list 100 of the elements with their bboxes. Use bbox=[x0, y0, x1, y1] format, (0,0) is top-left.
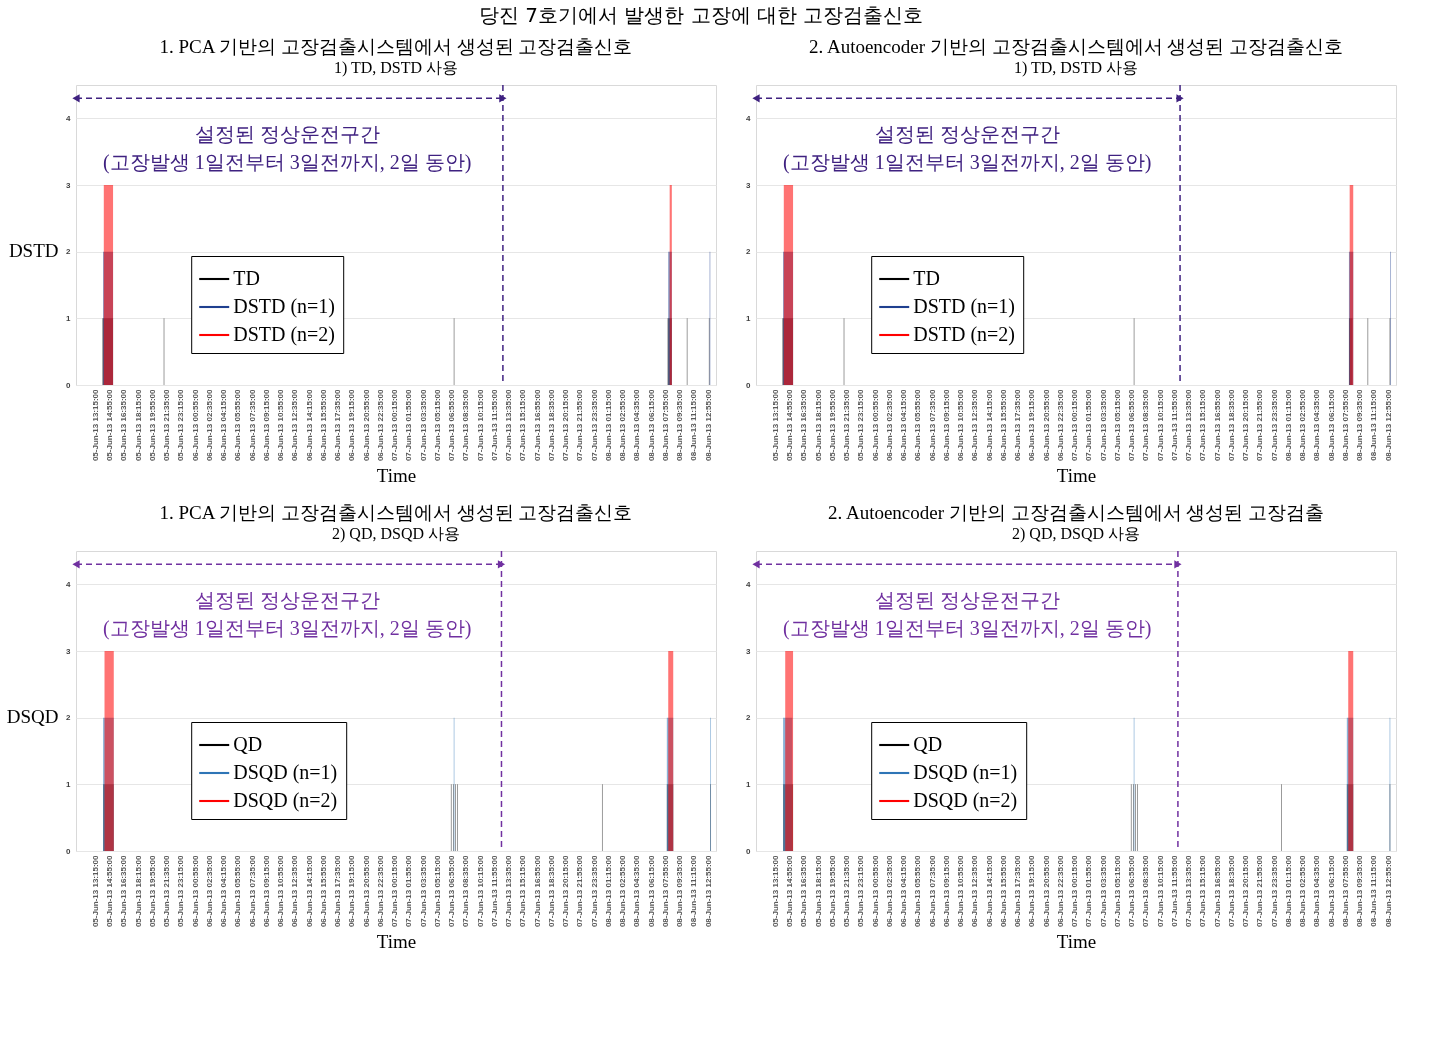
legend-label: DSTD (n=2) bbox=[233, 323, 336, 346]
chart-subtitle: 2) QD, DSQD 사용 bbox=[1012, 525, 1140, 544]
x-tick-label: 06-Jun-13 17:35:00 bbox=[1013, 388, 1023, 462]
y-tick-label: 1 bbox=[66, 779, 72, 789]
x-tick-label: 05-Jun-13 18:15:00 bbox=[133, 854, 143, 928]
x-tick-label: 07-Jun-13 18:35:00 bbox=[546, 388, 556, 462]
x-tick-label: 06-Jun-13 00:55:00 bbox=[190, 854, 200, 928]
annotation: 설정된 정상운전구간 (고장발생 1일전부터 3일전까지, 2일 동안) bbox=[783, 123, 1152, 174]
x-tick-label: 05-Jun-13 21:35:00 bbox=[162, 854, 172, 928]
x-tick-label: 07-Jun-13 10:15:00 bbox=[475, 854, 485, 928]
x-tick-label: 08-Jun-13 02:55:00 bbox=[1298, 388, 1308, 462]
x-tick-label: 07-Jun-13 15:15:00 bbox=[1198, 388, 1208, 462]
x-tick-label: 07-Jun-13 06:55:00 bbox=[1127, 388, 1137, 462]
x-tick-label: 07-Jun-13 15:15:00 bbox=[1198, 854, 1208, 928]
y-tick-label: 0 bbox=[66, 380, 72, 390]
x-tick-label: 05-Jun-13 14:55:00 bbox=[785, 388, 794, 462]
x-tick-label: 06-Jun-13 12:35:00 bbox=[970, 388, 980, 462]
x-tick-label: 08-Jun-13 09:35:00 bbox=[675, 854, 685, 928]
x-tick-label: 07-Jun-13 21:55:00 bbox=[575, 388, 585, 462]
x-tick-label: 05-Jun-13 19:55:00 bbox=[827, 854, 837, 928]
x-tick-label: 05-Jun-13 23:15:00 bbox=[176, 388, 186, 462]
x-tick-label: 08-Jun-13 02:55:00 bbox=[1298, 854, 1308, 928]
x-tick-label: 06-Jun-13 04:15:00 bbox=[899, 388, 909, 462]
x-tick-label: 07-Jun-13 00:15:00 bbox=[1070, 854, 1080, 928]
x-tick-label: 07-Jun-13 11:55:00 bbox=[1169, 854, 1179, 927]
x-tick-label: 08-Jun-13 01:15:00 bbox=[1283, 854, 1293, 928]
x-tick-label: 08-Jun-13 04:35:00 bbox=[1312, 854, 1322, 928]
x-tick-label: 06-Jun-13 20:55:00 bbox=[361, 854, 371, 928]
x-tick-label: 07-Jun-13 21:55:00 bbox=[1255, 854, 1265, 928]
x-tick-label: 05-Jun-13 13:15:00 bbox=[90, 854, 100, 928]
x-tick-label: 05-Jun-13 14:55:00 bbox=[105, 854, 114, 928]
y-tick-label: 2 bbox=[746, 713, 752, 723]
x-tick-label: 08-Jun-13 07:55:00 bbox=[1340, 388, 1350, 462]
x-tick-label: 05-Jun-13 14:55:00 bbox=[785, 854, 794, 928]
x-tick-label: 08-Jun-13 06:15:00 bbox=[1326, 854, 1336, 928]
x-tick-label: 07-Jun-13 10:15:00 bbox=[1155, 854, 1165, 928]
x-tick-label: 07-Jun-13 20:15:00 bbox=[561, 854, 571, 928]
chart-title: 2. Autoencoder 기반의 고장검출시스템에서 생성된 고장검출 bbox=[827, 502, 1325, 524]
x-axis-title: Time bbox=[376, 465, 417, 487]
x-tick-label: 07-Jun-13 11:55:00 bbox=[1169, 388, 1179, 461]
y-axis-title: DSQD bbox=[6, 705, 59, 727]
x-tick-label: 06-Jun-13 17:35:00 bbox=[1013, 854, 1023, 928]
x-tick-label: 07-Jun-13 11:55:00 bbox=[489, 854, 499, 927]
x-tick-label: 07-Jun-13 00:15:00 bbox=[390, 388, 400, 462]
x-tick-label: 07-Jun-13 00:15:00 bbox=[1070, 388, 1080, 462]
x-tick-label: 07-Jun-13 05:15:00 bbox=[1112, 854, 1122, 928]
x-tick-label: 08-Jun-13 09:35:00 bbox=[1355, 388, 1365, 462]
x-tick-label: 06-Jun-13 22:35:00 bbox=[375, 854, 385, 928]
x-tick-label: 08-Jun-13 12:55:00 bbox=[1383, 388, 1393, 462]
x-tick-label: 06-Jun-13 09:15:00 bbox=[261, 854, 271, 928]
y-tick-label: 3 bbox=[746, 646, 752, 656]
x-tick-label: 07-Jun-13 03:35:00 bbox=[418, 854, 428, 928]
x-tick-label: 07-Jun-13 13:35:00 bbox=[1184, 388, 1194, 462]
x-tick-label: 05-Jun-13 21:35:00 bbox=[842, 854, 852, 928]
x-tick-label: 08-Jun-13 07:55:00 bbox=[660, 854, 670, 928]
legend-label: DSTD (n=1) bbox=[913, 295, 1016, 318]
x-tick-label: 07-Jun-13 05:15:00 bbox=[432, 388, 442, 462]
x-tick-label: 07-Jun-13 06:55:00 bbox=[447, 388, 457, 462]
x-tick-label: 05-Jun-13 18:15:00 bbox=[813, 854, 823, 928]
x-tick-label: 06-Jun-13 07:35:00 bbox=[247, 854, 257, 928]
x-tick-label: 06-Jun-13 07:35:00 bbox=[247, 388, 257, 462]
y-tick-label: 4 bbox=[66, 579, 72, 589]
x-tick-label: 08-Jun-13 01:15:00 bbox=[603, 854, 613, 928]
legend-label: TD bbox=[913, 267, 940, 289]
y-tick-label: 4 bbox=[746, 113, 752, 123]
x-tick-label: 06-Jun-13 09:15:00 bbox=[941, 854, 951, 928]
x-tick-label: 08-Jun-13 07:55:00 bbox=[660, 388, 670, 462]
chart-title: 1. PCA 기반의 고장검출시스템에서 생성된 고장검출신호 bbox=[159, 36, 633, 58]
chart-title: 2. Autoencoder 기반의 고장검출시스템에서 생성된 고장검출신호 bbox=[808, 36, 1344, 58]
y-tick-label: 4 bbox=[746, 579, 752, 589]
x-tick-label: 06-Jun-13 05:55:00 bbox=[233, 854, 243, 928]
x-tick-label: 06-Jun-13 05:55:00 bbox=[233, 388, 243, 462]
annotation: 설정된 정상운전구간 (고장발생 1일전부터 3일전까지, 2일 동안) bbox=[103, 589, 472, 640]
x-tick-label: 06-Jun-13 10:55:00 bbox=[956, 854, 966, 928]
x-tick-label: 08-Jun-13 09:35:00 bbox=[1355, 854, 1365, 928]
x-tick-label: 08-Jun-13 06:15:00 bbox=[1326, 388, 1336, 462]
y-tick-label: 3 bbox=[746, 180, 752, 190]
x-tick-label: 05-Jun-13 16:35:00 bbox=[799, 854, 809, 928]
x-tick-label: 05-Jun-13 13:15:00 bbox=[770, 388, 780, 462]
x-tick-label: 07-Jun-13 18:35:00 bbox=[546, 854, 556, 928]
x-axis-title: Time bbox=[1056, 465, 1097, 487]
x-tick-label: 06-Jun-13 07:35:00 bbox=[927, 388, 937, 462]
x-axis-title: Time bbox=[1056, 931, 1097, 953]
x-tick-label: 06-Jun-13 05:55:00 bbox=[913, 388, 923, 462]
legend-label: QD bbox=[913, 733, 943, 755]
x-tick-label: 08-Jun-13 09:35:00 bbox=[675, 388, 685, 462]
x-tick-label: 05-Jun-13 16:35:00 bbox=[799, 388, 809, 462]
x-tick-label: 07-Jun-13 23:35:00 bbox=[1269, 854, 1279, 928]
x-tick-label: 08-Jun-13 06:15:00 bbox=[646, 388, 656, 462]
y-tick-label: 1 bbox=[746, 779, 752, 789]
x-tick-label: 07-Jun-13 08:35:00 bbox=[461, 388, 471, 462]
x-tick-label: 06-Jun-13 02:35:00 bbox=[204, 388, 214, 462]
x-tick-label: 06-Jun-13 05:55:00 bbox=[913, 854, 923, 928]
x-tick-label: 06-Jun-13 19:15:00 bbox=[347, 854, 357, 928]
x-tick-label: 05-Jun-13 18:15:00 bbox=[133, 388, 143, 462]
x-tick-label: 08-Jun-13 11:15:00 bbox=[1369, 388, 1379, 461]
x-tick-label: 06-Jun-13 12:35:00 bbox=[290, 854, 300, 928]
x-tick-label: 06-Jun-13 14:15:00 bbox=[984, 388, 994, 462]
chart-subtitle: 1) TD, DSTD 사용 bbox=[1013, 59, 1139, 78]
text: 당진 7호기에서 발생한 고장에 대한 고장검출신호 bbox=[478, 2, 924, 27]
